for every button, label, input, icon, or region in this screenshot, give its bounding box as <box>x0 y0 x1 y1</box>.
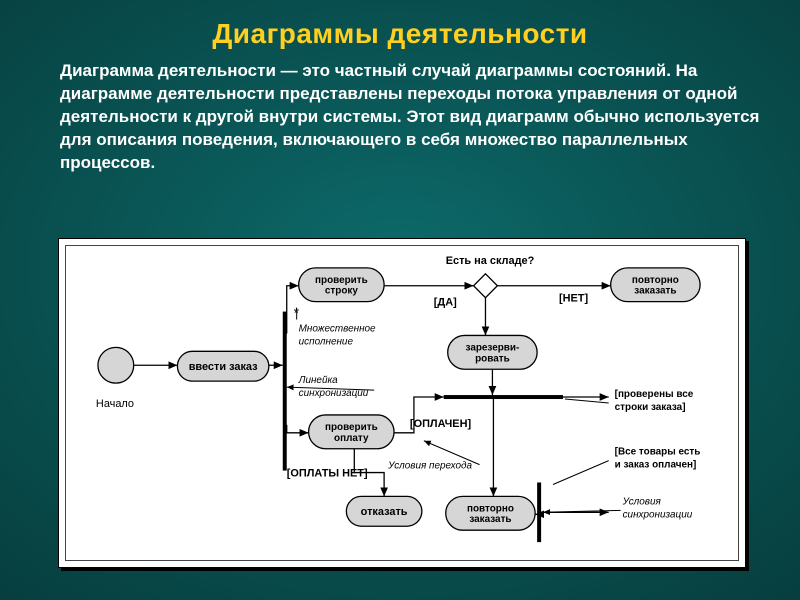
activity-diagram: Началоввести заказпроверитьстрокузарезер… <box>66 246 738 560</box>
description-text: Диаграмма деятельности — это частный слу… <box>60 60 760 175</box>
svg-text:[ОПЛАТЫ НЕТ]: [ОПЛАТЫ НЕТ] <box>287 468 368 480</box>
diagram-inner: Началоввести заказпроверитьстрокузарезер… <box>65 245 739 561</box>
svg-text:заказать: заказать <box>634 286 676 297</box>
svg-text:строки заказа]: строки заказа] <box>615 402 686 413</box>
svg-text:Есть на складе?: Есть на складе? <box>446 255 535 267</box>
svg-text:[ОПЛАЧЕН]: [ОПЛАЧЕН] <box>410 418 472 430</box>
svg-text:ввести заказ: ввести заказ <box>189 361 258 373</box>
svg-text:[проверены все: [проверены все <box>615 389 694 400</box>
svg-text:оплату: оплату <box>334 433 369 444</box>
svg-text:*: * <box>294 305 300 321</box>
svg-text:Условия перехода: Условия перехода <box>387 461 472 472</box>
svg-text:отказать: отказать <box>361 506 408 518</box>
svg-text:[НЕТ]: [НЕТ] <box>559 293 588 305</box>
page-title: Диаграммы деятельности <box>0 18 800 50</box>
svg-text:Условия: Условия <box>622 496 662 507</box>
svg-text:повторно: повторно <box>467 503 514 514</box>
svg-text:Множественное: Множественное <box>299 323 376 334</box>
svg-text:Линейка: Линейка <box>298 375 339 386</box>
svg-text:[ДА]: [ДА] <box>434 297 457 309</box>
svg-text:заказать: заказать <box>469 514 511 525</box>
svg-text:проверить: проверить <box>325 422 378 433</box>
svg-text:исполнение: исполнение <box>299 336 354 347</box>
svg-text:Начало: Начало <box>96 398 134 410</box>
svg-text:строку: строку <box>325 286 358 297</box>
diagram-container: Началоввести заказпроверитьстрокузарезер… <box>58 238 746 568</box>
svg-text:ровать: ровать <box>475 353 510 364</box>
svg-text:проверить: проверить <box>315 275 368 286</box>
svg-text:синхронизации: синхронизации <box>623 509 693 520</box>
svg-text:зарезерви-: зарезерви- <box>466 342 520 353</box>
svg-text:повторно: повторно <box>632 275 679 286</box>
svg-text:[Все товары есть: [Все товары есть <box>615 447 701 458</box>
svg-text:и заказ оплачен]: и заказ оплачен] <box>615 460 697 471</box>
